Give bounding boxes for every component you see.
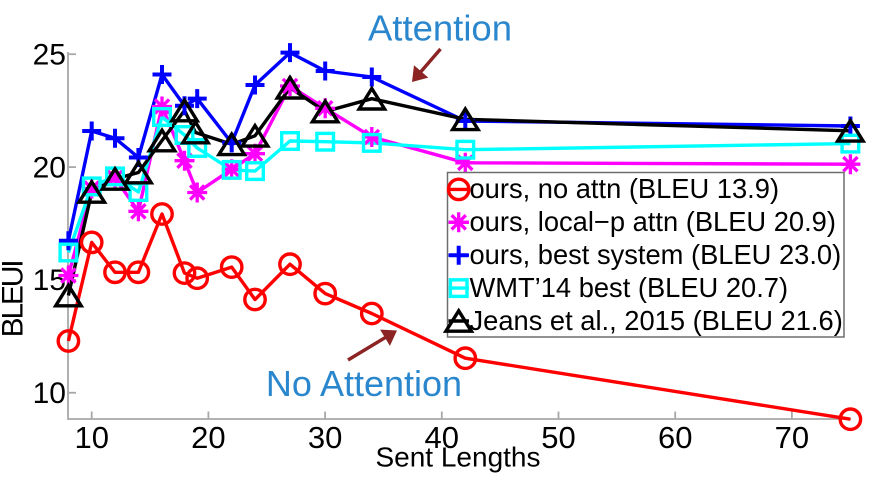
svg-text:Sent Lengths: Sent Lengths [375, 442, 540, 473]
svg-text:20: 20 [33, 151, 66, 184]
svg-text:No Attention: No Attention [266, 363, 462, 404]
svg-text:40: 40 [425, 420, 459, 455]
svg-text:10: 10 [33, 377, 66, 410]
svg-text:25: 25 [33, 39, 66, 72]
svg-text:BLEUI: BLEUI [0, 262, 30, 338]
svg-text:60: 60 [658, 420, 692, 455]
svg-text:30: 30 [308, 420, 342, 455]
svg-text:70: 70 [775, 420, 809, 455]
svg-text:WMT’14 best (BLEU 20.7): WMT’14 best (BLEU 20.7) [470, 272, 789, 303]
svg-text:10: 10 [74, 420, 108, 455]
svg-text:Attention: Attention [368, 8, 512, 49]
svg-text:Jeans et al., 2015 (BLEU 21.6): Jeans et al., 2015 (BLEU 21.6) [470, 305, 843, 336]
svg-text:ours, local−p attn (BLEU 20.9): ours, local−p attn (BLEU 20.9) [470, 206, 836, 237]
svg-text:20: 20 [191, 420, 225, 455]
svg-text:ours, no attn (BLEU 13.9): ours, no attn (BLEU 13.9) [470, 173, 780, 204]
svg-text:ours, best system (BLEU 23.0): ours, best system (BLEU 23.0) [470, 239, 842, 270]
svg-text:50: 50 [541, 420, 575, 455]
